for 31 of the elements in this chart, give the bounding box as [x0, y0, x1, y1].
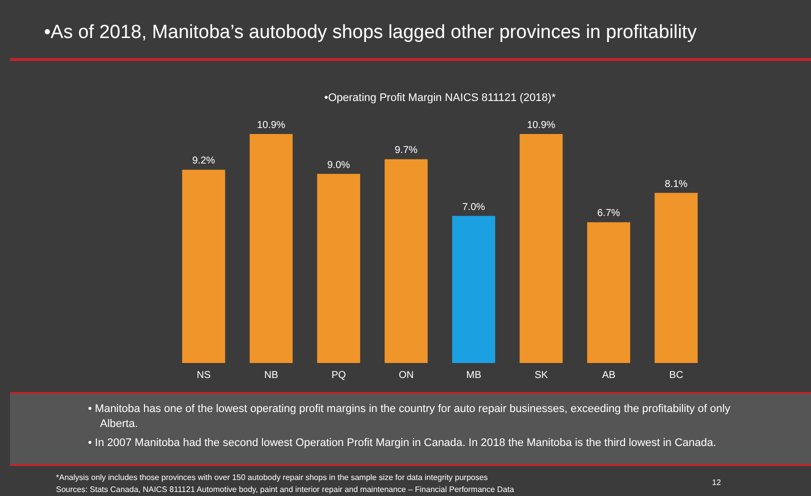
text: • Manitoba has one of the lowest operating profit margins in the country for auto repair businesses, exceeding the profitability of only Alberta.	[88, 402, 732, 432]
data-label: 9.7%	[394, 145, 418, 156]
bar	[654, 192, 698, 363]
x-tick-label: ON	[398, 370, 414, 382]
data-label: 7.0%	[462, 202, 486, 213]
x-tick-label: PQ	[332, 370, 346, 382]
bar	[587, 222, 630, 363]
data-label: 9.0%	[327, 160, 350, 171]
x-tick-label: NB	[264, 370, 279, 382]
bar	[182, 170, 226, 363]
text: *Analysis only includes those provinces with over 150 autobody repair shops in the sample size for data integrity purposes	[56, 472, 489, 484]
text: • In 2007 Manitoba had the second lowest Operation Profit Margin in Canada. In 2018 the Manitoba is the third lowest in Canada.	[88, 436, 718, 451]
source-note: Sources: Stats Canada, NAICS 811121 Automotive body, paint and interior repair and maintenance – Financial Performance Data	[56, 484, 514, 496]
x-tick-label: AB	[602, 370, 616, 382]
bar	[520, 134, 563, 363]
data-label: 10.9%	[256, 120, 286, 131]
text: 12	[712, 478, 721, 487]
data-label: 10.9%	[526, 120, 556, 131]
data-label: 9.2%	[192, 156, 216, 167]
data-label: 8.1%	[664, 178, 688, 190]
chart-subtitle: •Operating Profit Margin NAICS 811121 (2018)*	[323, 92, 557, 104]
bar	[452, 216, 496, 363]
bar	[250, 134, 293, 363]
bar	[317, 174, 360, 363]
x-tick-label: NS	[196, 370, 212, 382]
x-tick-label: SK	[534, 370, 548, 382]
data-label: 6.7%	[597, 208, 620, 220]
bar	[384, 159, 428, 363]
x-tick-label: BC	[669, 370, 684, 382]
chart-title: •As of 2018, Manitoba’s autobody shops lagged other provinces in profitability	[44, 22, 697, 44]
x-tick-label: MB	[466, 370, 482, 382]
